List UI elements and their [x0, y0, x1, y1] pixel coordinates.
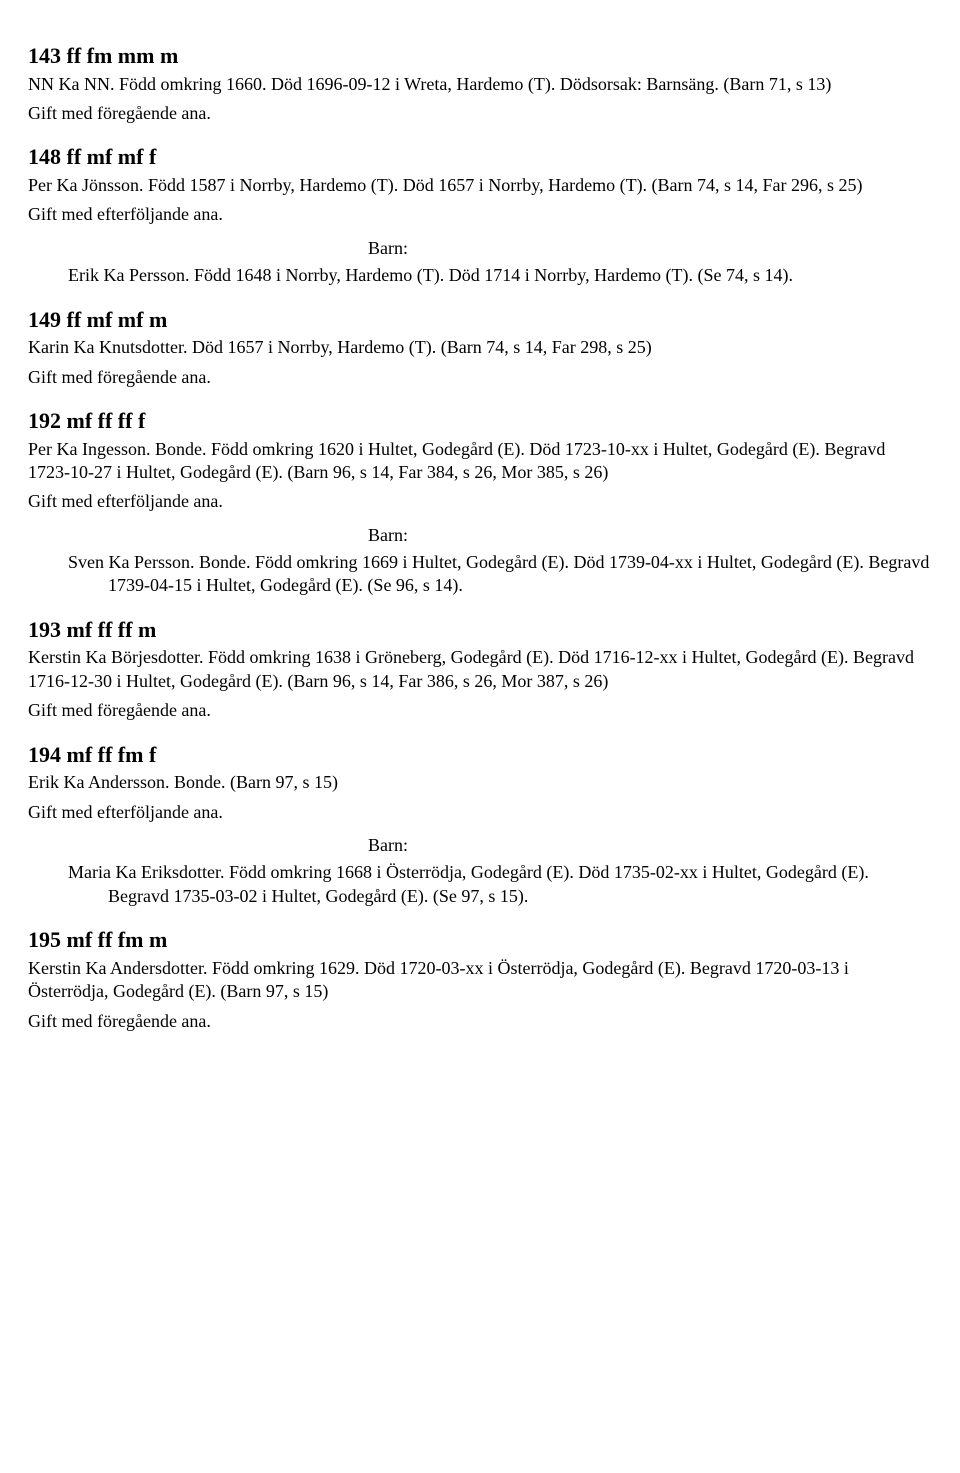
entry-code-194: 194 mf ff fm f: [28, 741, 932, 770]
barn-entry-148: Erik Ka Persson. Född 1648 i Norrby, Har…: [68, 264, 932, 287]
gift-foregaende-195: Gift med föregående ana.: [28, 1010, 932, 1033]
entry-code-143: 143 ff fm mm m: [28, 42, 932, 71]
gift-efterfoljande-148: Gift med efterföljande ana.: [28, 203, 932, 226]
barn-entry-192: Sven Ka Persson. Bonde. Född omkring 166…: [68, 551, 932, 598]
barn-entry-194: Maria Ka Eriksdotter. Född omkring 1668 …: [68, 861, 932, 908]
entry-desc-148: Per Ka Jönsson. Född 1587 i Norrby, Hard…: [28, 174, 928, 197]
entry-code-192: 192 mf ff ff f: [28, 407, 932, 436]
entry-code-195: 195 mf ff fm m: [28, 926, 932, 955]
entry-desc-195: Kerstin Ka Andersdotter. Född omkring 16…: [28, 957, 928, 1004]
entry-desc-143: NN Ka NN. Född omkring 1660. Död 1696-09…: [28, 73, 928, 96]
gift-efterfoljande-194: Gift med efterföljande ana.: [28, 801, 932, 824]
entry-desc-194: Erik Ka Andersson. Bonde. (Barn 97, s 15…: [28, 771, 928, 794]
entry-code-149: 149 ff mf mf m: [28, 306, 932, 335]
barn-label-194: Barn:: [28, 834, 748, 857]
gift-efterfoljande-192: Gift med efterföljande ana.: [28, 490, 932, 513]
entry-desc-193: Kerstin Ka Börjesdotter. Född omkring 16…: [28, 646, 928, 693]
gift-foregaende-193: Gift med föregående ana.: [28, 699, 932, 722]
barn-label-192: Barn:: [28, 524, 748, 547]
barn-label-148: Barn:: [28, 237, 748, 260]
entry-desc-149: Karin Ka Knutsdotter. Död 1657 i Norrby,…: [28, 336, 928, 359]
gift-foregaende-143: Gift med föregående ana.: [28, 102, 932, 125]
entry-code-148: 148 ff mf mf f: [28, 143, 932, 172]
gift-foregaende-149: Gift med föregående ana.: [28, 366, 932, 389]
entry-desc-192: Per Ka Ingesson. Bonde. Född omkring 162…: [28, 438, 928, 485]
entry-code-193: 193 mf ff ff m: [28, 616, 932, 645]
